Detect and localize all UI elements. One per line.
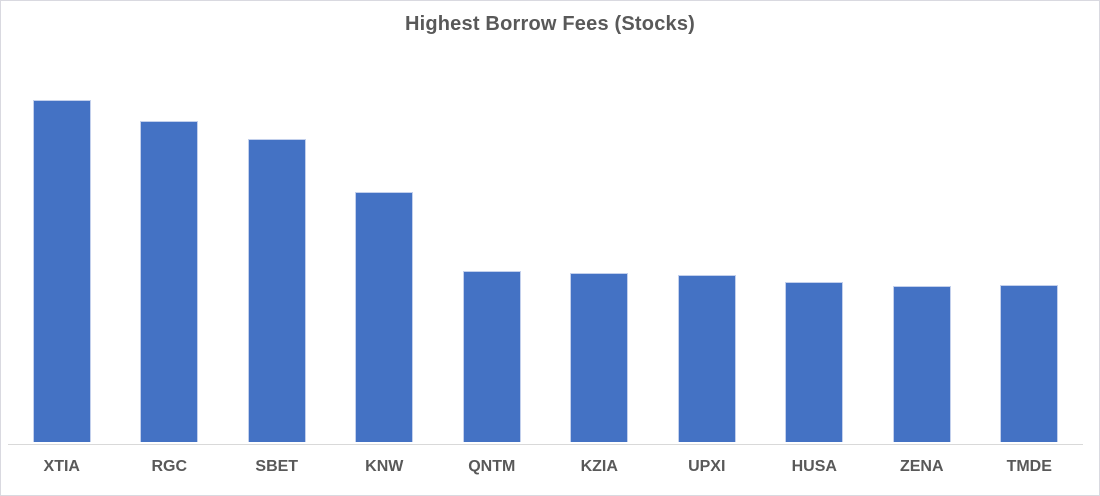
bar-slot-knw [331, 56, 439, 442]
x-axis-label-kzia: KZIA [580, 458, 618, 475]
x-axis-label-husa: HUSA [791, 458, 837, 475]
plot-area [8, 56, 1083, 442]
bar-slot-tmde [976, 56, 1084, 442]
bar-slot-zena [868, 56, 976, 442]
x-axis-label-xtia: XTIA [43, 458, 80, 475]
x-axis-line [8, 444, 1083, 445]
x-axis-labels: XTIA RGC SBET KNW QNTM KZIA UPXI HUSA ZENA TMDE [8, 458, 1083, 476]
bar-slot-xtia [8, 56, 116, 442]
bar-sbet [247, 139, 306, 442]
bar-slot-rgc [116, 56, 224, 442]
x-axis-label-knw: KNW [365, 458, 404, 475]
bar-rgc [140, 121, 199, 442]
bar-upxi [677, 275, 736, 442]
x-axis-label-sbet: SBET [255, 458, 299, 475]
bar-slot-kzia [546, 56, 654, 442]
x-axis-label-upxi: UPXI [688, 458, 726, 475]
x-axis-label-zena: ZENA [899, 458, 944, 475]
bar-qntm [462, 271, 521, 442]
bar-knw [355, 192, 414, 442]
x-axis-label-rgc: RGC [151, 458, 188, 475]
bar-tmde [1000, 285, 1059, 442]
bar-kzia [570, 273, 629, 442]
chart-title: Highest Borrow Fees (Stocks) [404, 13, 696, 35]
bar-zena [892, 286, 951, 442]
bar-slot-upxi [653, 56, 761, 442]
x-axis-label-qntm: QNTM [468, 458, 516, 475]
bar-husa [785, 282, 844, 442]
bar-xtia [32, 100, 91, 442]
bar-slot-sbet [223, 56, 331, 442]
bar-slot-husa [761, 56, 869, 442]
x-axis-label-tmde: TMDE [1006, 458, 1052, 475]
bar-slot-qntm [438, 56, 546, 442]
